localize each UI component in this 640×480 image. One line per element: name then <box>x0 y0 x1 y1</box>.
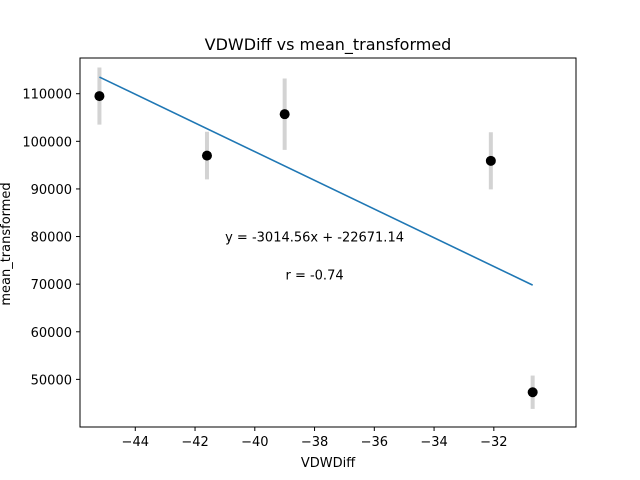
y-tick-label-3: 80000 <box>31 231 72 246</box>
plot-area: −44 −42 −40 −38 −36 −34 −32 50000 60000 70000 8000… <box>22 57 577 450</box>
annotation-1: r = -0.74 <box>285 268 343 283</box>
y-tick-label-2: 70000 <box>31 278 72 293</box>
y-tick-label-5: 100000 <box>22 135 72 150</box>
x-tick-label-5: −34 <box>420 435 447 450</box>
axes-frame <box>79 57 577 428</box>
data-point-1 <box>201 150 212 161</box>
x-tick-label-4: −36 <box>361 435 388 450</box>
x-tick-label-2: −40 <box>241 435 268 450</box>
x-axis-label: VDWDiff <box>301 456 356 471</box>
data-point-2 <box>279 109 290 120</box>
y-tick-label-4: 90000 <box>31 183 72 198</box>
x-tick-label-6: −32 <box>480 435 507 450</box>
x-tick-label-0: −44 <box>122 435 149 450</box>
data-point-0 <box>94 91 105 102</box>
x-tick-label-1: −42 <box>181 435 208 450</box>
data-point-3 <box>485 155 496 166</box>
annotation-0: y = -3014.56x + -22671.14 <box>225 230 404 245</box>
chart-title: VDWDiff vs mean_transformed <box>205 35 452 55</box>
y-tick-label-6: 110000 <box>22 88 72 103</box>
x-tick-label-3: −38 <box>301 435 328 450</box>
y-tick-label-0: 50000 <box>31 373 72 388</box>
y-tick-label-1: 60000 <box>31 326 72 341</box>
fit-line <box>99 76 534 286</box>
y-axis-label: mean_transformed <box>0 182 14 305</box>
data-point-4 <box>527 387 538 398</box>
